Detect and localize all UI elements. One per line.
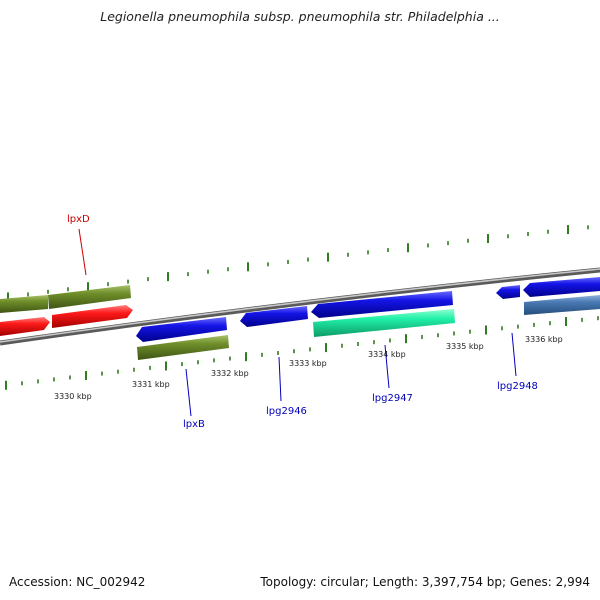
gene-label-lpxB[interactable]: lpxB (183, 419, 205, 430)
gene-lpxB[interactable] (136, 317, 227, 342)
gene-lpg2948[interactable] (496, 285, 520, 299)
scale-label: 3334 kbp (368, 350, 406, 359)
gene-label-lpg2946[interactable]: lpg2946 (266, 406, 307, 417)
gene-red-1[interactable] (0, 317, 50, 336)
gene-callout-line (278, 356, 282, 402)
scale-labels: 3330 kbp 3331 kbp 3332 kbp 3333 kbp 3334 kbp… (54, 335, 563, 401)
gene-blue-right[interactable] (523, 277, 600, 297)
gene-callout-line (185, 368, 192, 417)
gene-olive-3[interactable] (137, 335, 229, 360)
gene-label-lpxD[interactable]: lpxD (67, 214, 90, 225)
gene-olive-1[interactable] (0, 295, 48, 313)
map-title: Legionella pneumophila subsp. pneumophil… (100, 9, 500, 24)
summary-text: Topology: circular; Length: 3,397,754 bp… (260, 575, 590, 589)
gene-lpg2946[interactable] (240, 306, 308, 327)
gene-callouts: lpxD lpxB lpg2946 lpg2947 lpg2948 (67, 214, 538, 430)
gene-callout-line (78, 228, 87, 276)
gene-red-lpxD[interactable] (52, 305, 133, 328)
gene-callout-line (511, 332, 517, 377)
scale-label: 3330 kbp (54, 392, 92, 401)
scale-label: 3332 kbp (211, 369, 249, 378)
gene-callout-line (384, 344, 390, 389)
gene-label-lpg2947[interactable]: lpg2947 (372, 393, 413, 404)
genome-backbone-highlight (0, 268, 600, 343)
scale-label: 3336 kbp (525, 335, 563, 344)
scale-label: 3331 kbp (132, 380, 170, 389)
scale-label: 3333 kbp (289, 359, 327, 368)
gene-lpg2947[interactable] (311, 291, 453, 318)
genome-backbone (0, 267, 600, 346)
gene-olive-2[interactable] (48, 285, 131, 309)
outer-tick-track (7, 225, 589, 302)
gene-teal[interactable] (313, 309, 455, 337)
gene-steel-right[interactable] (524, 295, 600, 315)
inner-tick-track (5, 316, 599, 390)
gene-label-lpg2948[interactable]: lpg2948 (497, 381, 538, 392)
accession-text: Accession: NC_002942 (9, 575, 146, 589)
scale-label: 3335 kbp (446, 342, 484, 351)
